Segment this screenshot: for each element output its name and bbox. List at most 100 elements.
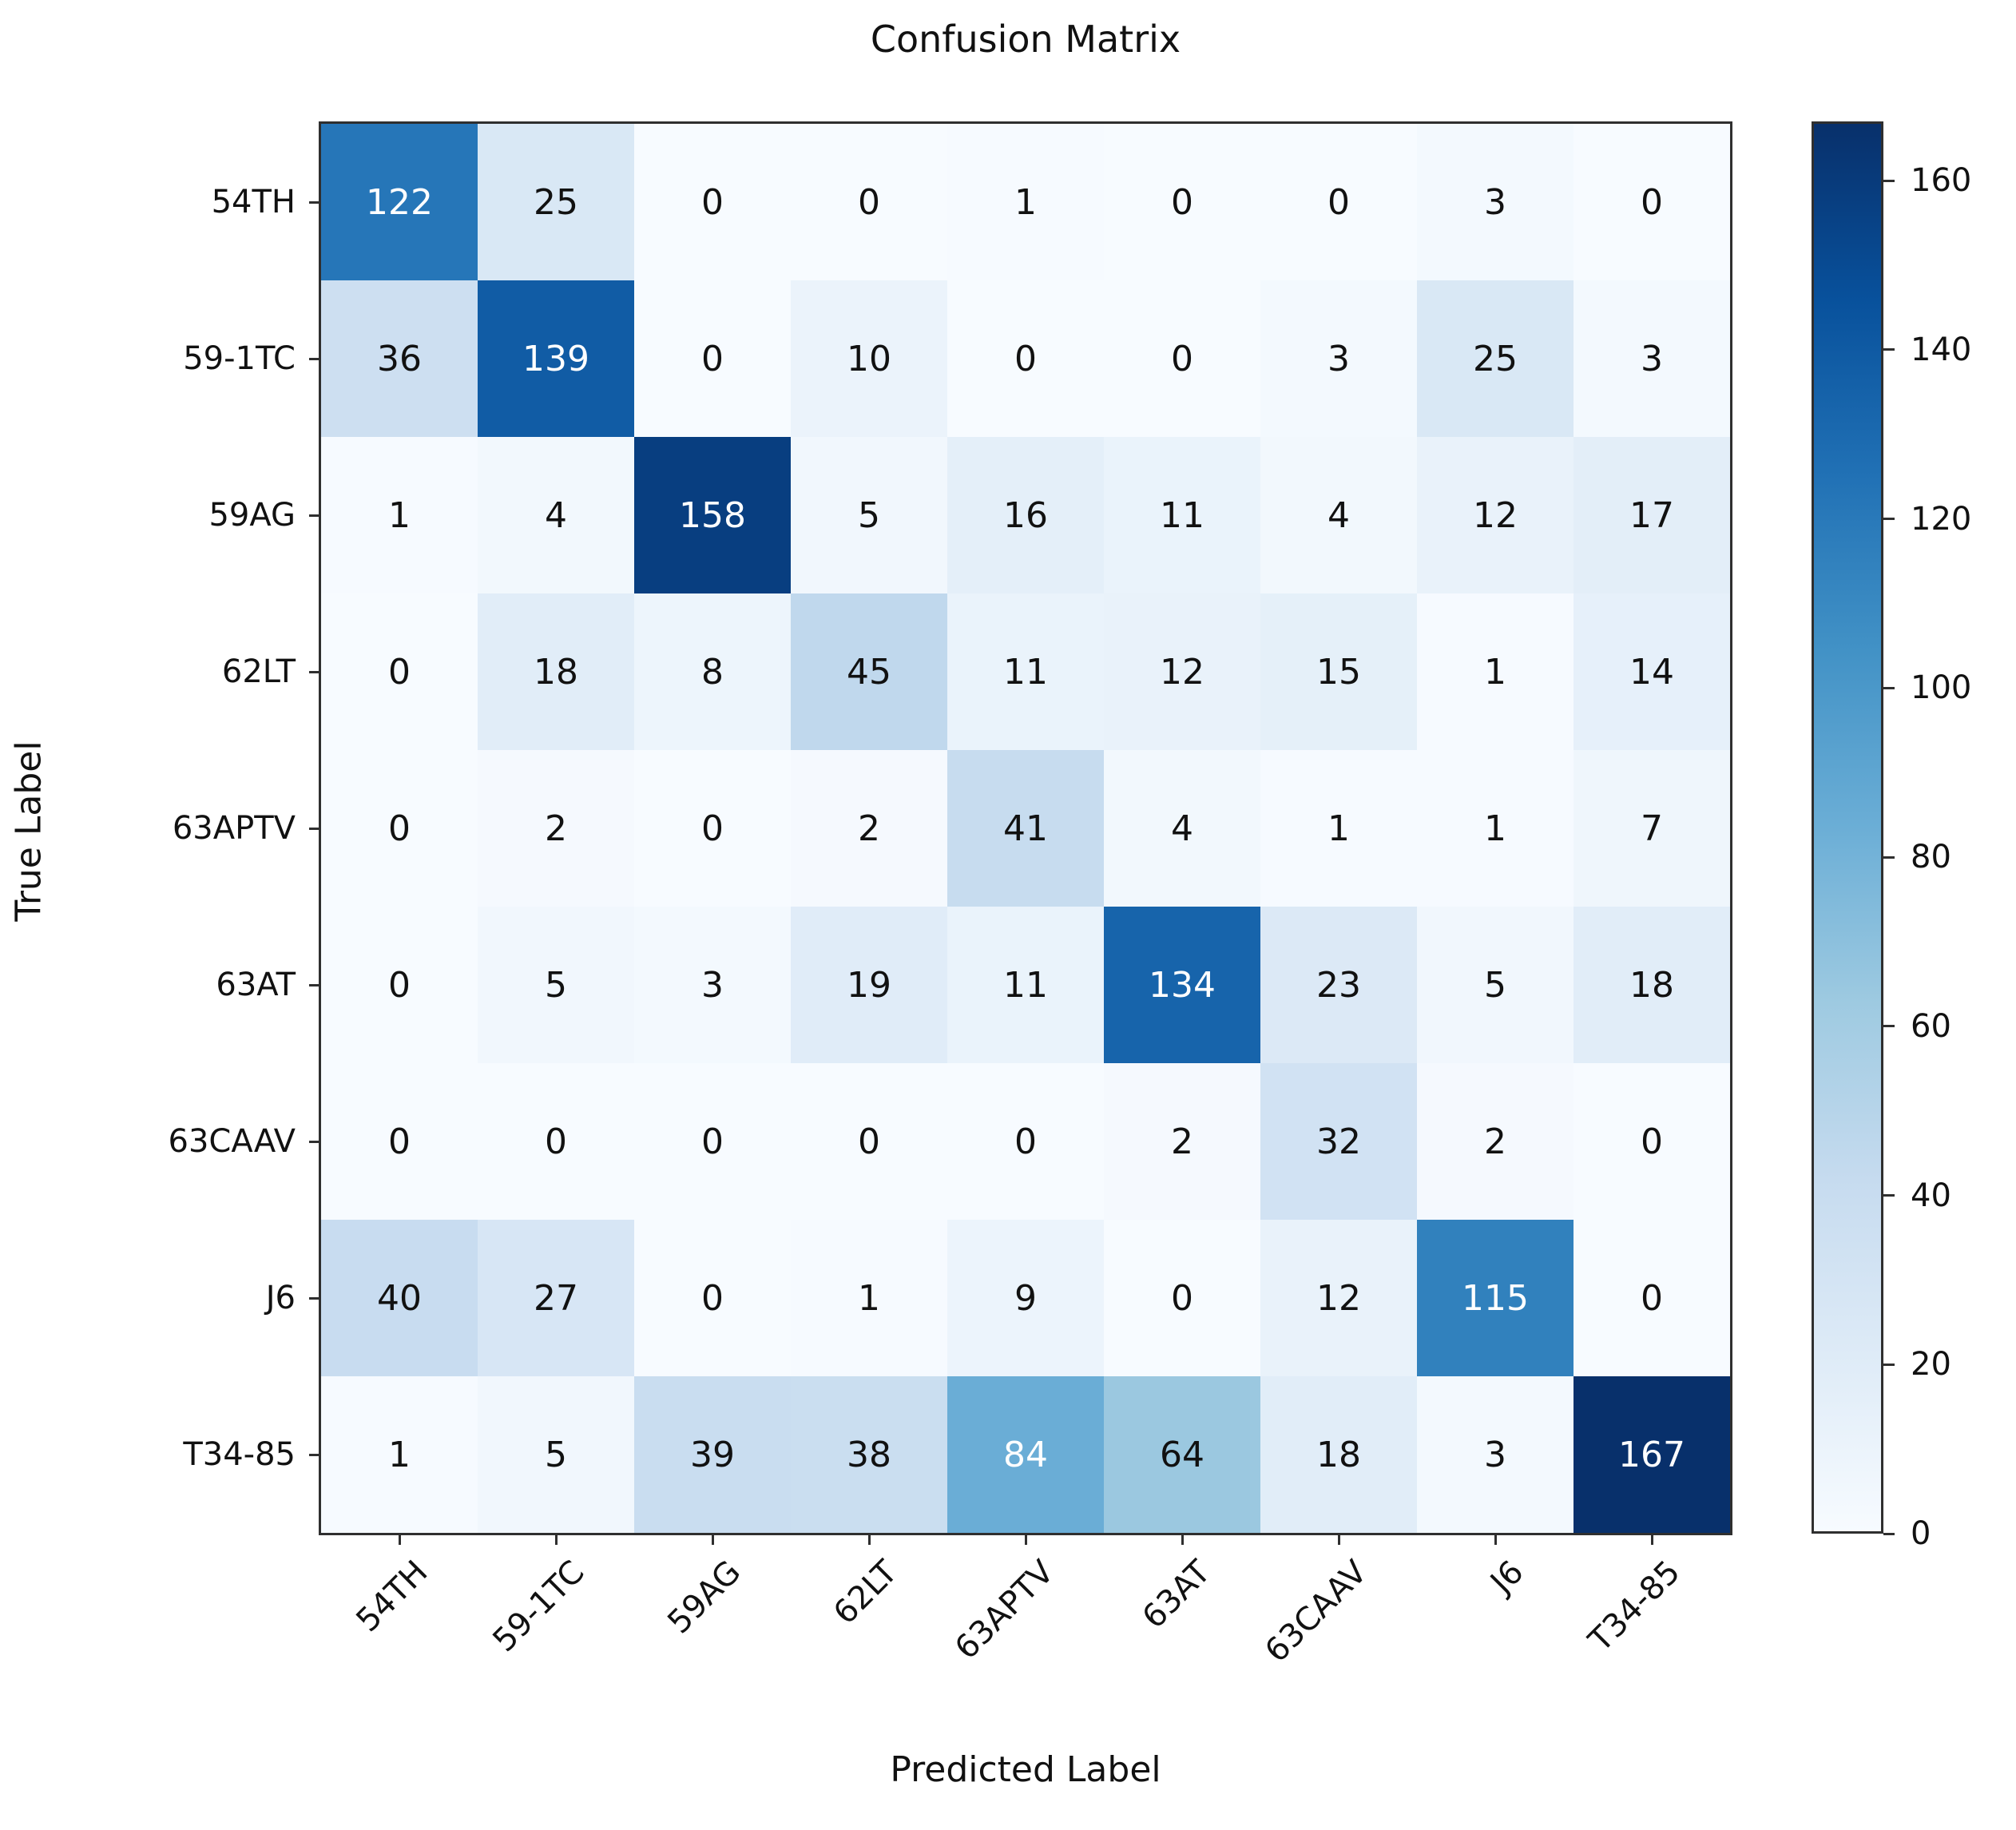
heatmap-cell: 3 bbox=[634, 907, 791, 1063]
colorbar-tick-mark bbox=[1883, 1363, 1895, 1366]
heatmap-grid: 122 25 0 0 1 0 0 3 0 36 139 0 10 0 0 3 25 3 1 4 158 5 16 11 4 12 1… bbox=[321, 124, 1730, 1533]
heatmap-cell: 18 bbox=[478, 593, 634, 750]
heatmap-cell: 0 bbox=[634, 124, 791, 280]
heatmap-cell: 0 bbox=[1104, 280, 1260, 437]
heatmap-cell: 38 bbox=[791, 1376, 947, 1533]
x-tick-mark bbox=[554, 1534, 558, 1545]
heatmap-cell: 0 bbox=[321, 750, 478, 907]
heatmap-cell: 3 bbox=[1417, 1376, 1574, 1533]
heatmap-cell: 2 bbox=[791, 750, 947, 907]
heatmap-cell: 12 bbox=[1104, 593, 1260, 750]
x-tick-label: 63APTV bbox=[947, 1554, 1062, 1667]
heatmap-cell: 27 bbox=[478, 1220, 634, 1376]
heatmap-cell: 25 bbox=[478, 124, 634, 280]
heatmap-cell: 0 bbox=[634, 750, 791, 907]
heatmap-cell: 0 bbox=[1260, 124, 1417, 280]
heatmap-cell: 12 bbox=[1260, 1220, 1417, 1376]
colorbar-tick-label: 140 bbox=[1911, 331, 1972, 368]
colorbar-tick-label: 120 bbox=[1911, 500, 1972, 538]
colorbar-tick-mark bbox=[1883, 686, 1895, 689]
heatmap-cell: 23 bbox=[1260, 907, 1417, 1063]
heatmap-cell: 0 bbox=[321, 593, 478, 750]
heatmap-cell: 11 bbox=[947, 907, 1104, 1063]
heatmap-cell: 0 bbox=[1574, 124, 1730, 280]
heatmap-cell: 12 bbox=[1417, 437, 1574, 593]
heatmap-cell: 32 bbox=[1260, 1063, 1417, 1220]
x-tick-label: 62LT bbox=[826, 1554, 905, 1632]
heatmap-cell: 36 bbox=[321, 280, 478, 437]
heatmap-cell: 0 bbox=[321, 907, 478, 1063]
heatmap-cell: 0 bbox=[791, 1063, 947, 1220]
colorbar-tick-label: 60 bbox=[1911, 1007, 1951, 1045]
heatmap-cell: 2 bbox=[478, 750, 634, 907]
colorbar-tick-mark bbox=[1883, 1532, 1895, 1535]
colorbar-tick-label: 0 bbox=[1911, 1515, 1931, 1552]
y-tick-mark bbox=[309, 1296, 320, 1300]
x-tick-mark bbox=[711, 1534, 714, 1545]
x-tick-mark bbox=[1337, 1534, 1340, 1545]
y-tick-mark bbox=[309, 983, 320, 986]
heatmap-cell: 40 bbox=[321, 1220, 478, 1376]
heatmap-cell: 9 bbox=[947, 1220, 1104, 1376]
heatmap-cell: 0 bbox=[1574, 1063, 1730, 1220]
heatmap-cell: 1 bbox=[1260, 750, 1417, 907]
heatmap-cell: 11 bbox=[1104, 437, 1260, 593]
heatmap-cell: 15 bbox=[1260, 593, 1417, 750]
heatmap-cell: 14 bbox=[1574, 593, 1730, 750]
colorbar-tick-label: 40 bbox=[1911, 1177, 1951, 1214]
heatmap-cell: 0 bbox=[1104, 124, 1260, 280]
x-tick-mark bbox=[1650, 1534, 1653, 1545]
heatmap-cell: 10 bbox=[791, 280, 947, 437]
heatmap-cell: 0 bbox=[947, 280, 1104, 437]
x-tick-mark bbox=[1494, 1534, 1497, 1545]
heatmap-cell: 139 bbox=[478, 280, 634, 437]
y-tick-label: 63APTV bbox=[172, 810, 296, 847]
y-tick-label: 62LT bbox=[221, 653, 296, 690]
x-tick-label: 63AT bbox=[1135, 1554, 1218, 1636]
y-tick-label: 63AT bbox=[216, 967, 296, 1003]
colorbar-tick-mark bbox=[1883, 1025, 1895, 1028]
y-tick-mark bbox=[309, 1453, 320, 1456]
x-tick-label: 63CAAV bbox=[1258, 1554, 1375, 1670]
x-tick-label: 54TH bbox=[349, 1554, 435, 1640]
x-tick-mark bbox=[1181, 1534, 1184, 1545]
x-axis-label: Predicted Label bbox=[890, 1749, 1161, 1790]
x-tick-label: T34-85 bbox=[1581, 1554, 1688, 1659]
x-tick-mark bbox=[398, 1534, 401, 1545]
heatmap-cell: 4 bbox=[478, 437, 634, 593]
heatmap-cell: 0 bbox=[634, 280, 791, 437]
y-tick-mark bbox=[309, 514, 320, 517]
colorbar-tick-mark bbox=[1883, 855, 1895, 859]
y-axis-label: True Label bbox=[8, 740, 50, 922]
colorbar-tick-label: 20 bbox=[1911, 1346, 1951, 1383]
heatmap-cell: 8 bbox=[634, 593, 791, 750]
heatmap-cell: 19 bbox=[791, 907, 947, 1063]
heatmap-cell: 0 bbox=[1104, 1220, 1260, 1376]
heatmap-cell: 4 bbox=[1260, 437, 1417, 593]
colorbar-tick-mark bbox=[1883, 179, 1895, 182]
heatmap-cell: 4 bbox=[1104, 750, 1260, 907]
heatmap-cell: 2 bbox=[1104, 1063, 1260, 1220]
heatmap-cell: 1 bbox=[321, 437, 478, 593]
heatmap-cell: 64 bbox=[1104, 1376, 1260, 1533]
heatmap-cell: 1 bbox=[321, 1376, 478, 1533]
heatmap-cell: 0 bbox=[478, 1063, 634, 1220]
colorbar-tick-mark bbox=[1883, 1194, 1895, 1197]
heatmap-cell: 5 bbox=[478, 907, 634, 1063]
y-tick-mark bbox=[309, 1140, 320, 1143]
heatmap-cell: 0 bbox=[634, 1063, 791, 1220]
heatmap-cell: 25 bbox=[1417, 280, 1574, 437]
heatmap-cell: 1 bbox=[1417, 750, 1574, 907]
x-tick-mark bbox=[867, 1534, 871, 1545]
heatmap-cell: 5 bbox=[478, 1376, 634, 1533]
x-tick-label: 59-1TC bbox=[486, 1554, 592, 1660]
x-tick-mark bbox=[1024, 1534, 1027, 1545]
heatmap-cell: 45 bbox=[791, 593, 947, 750]
heatmap-cell: 115 bbox=[1417, 1220, 1574, 1376]
colorbar-tick-label: 80 bbox=[1911, 839, 1951, 876]
colorbar-tick-label: 160 bbox=[1911, 162, 1972, 200]
heatmap-cell: 1 bbox=[1417, 593, 1574, 750]
colorbar-gradient bbox=[1812, 121, 1883, 1534]
x-tick-label: 59AG bbox=[661, 1554, 748, 1641]
